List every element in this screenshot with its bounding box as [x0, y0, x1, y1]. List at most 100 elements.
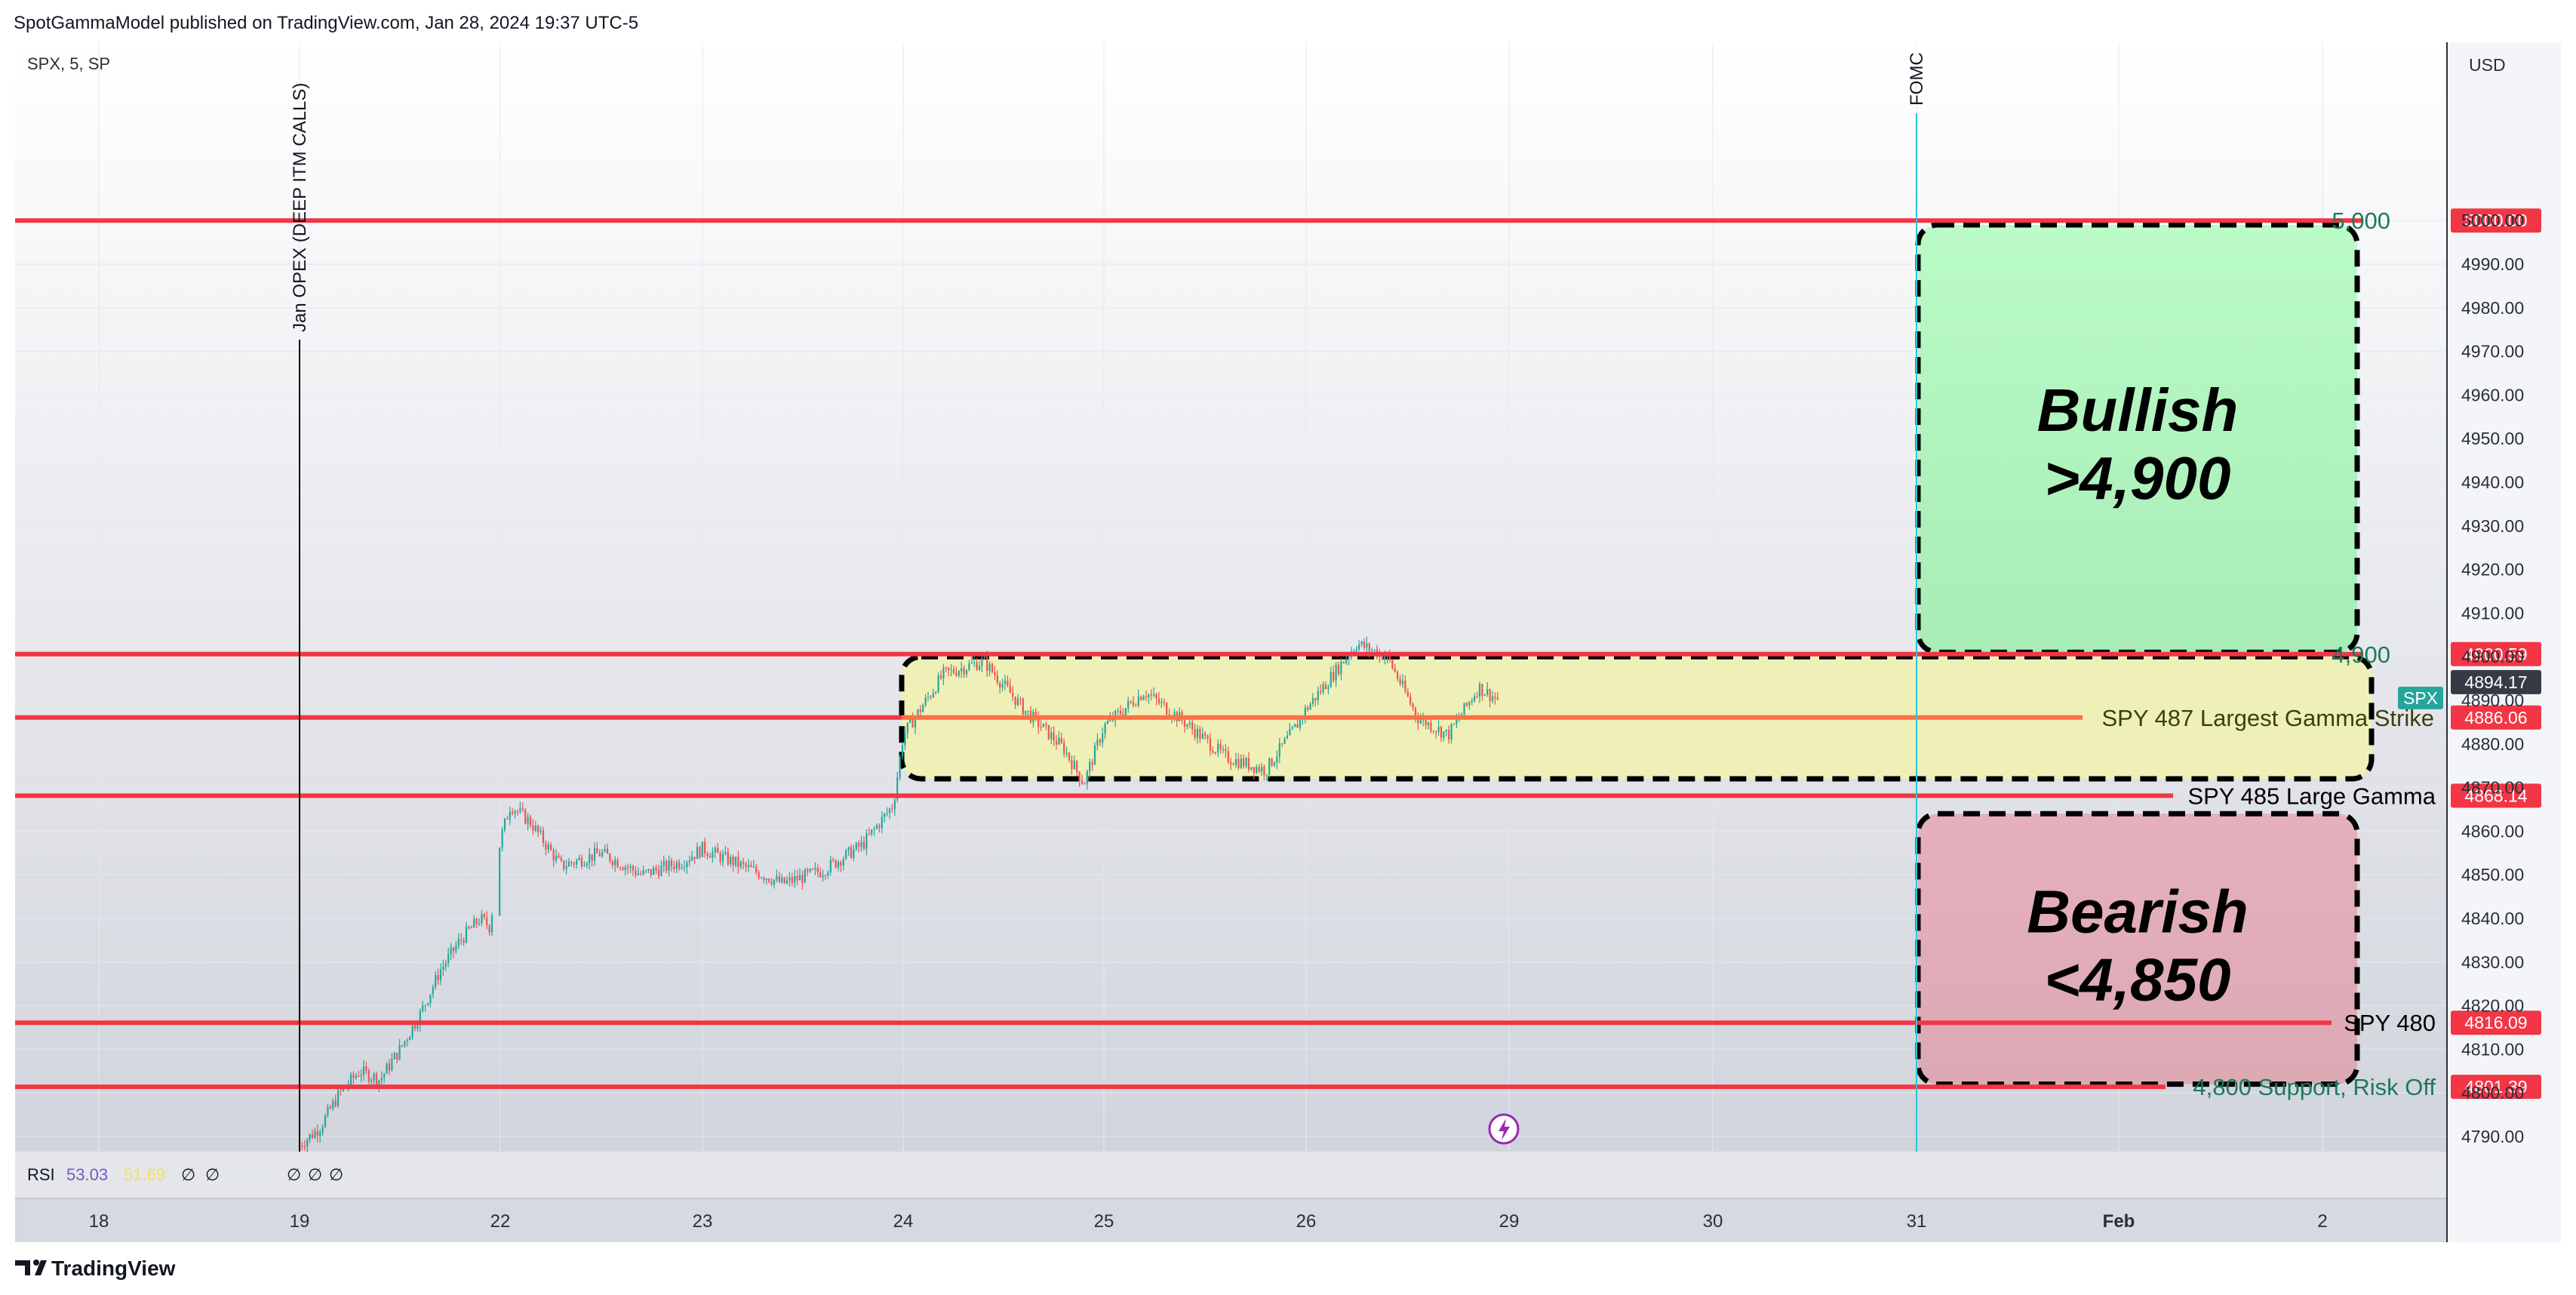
- lightning-icon[interactable]: [1488, 1113, 1520, 1145]
- candle-body: [755, 866, 758, 873]
- symbol-tag[interactable]: [2398, 686, 2443, 709]
- candle-body: [1209, 738, 1212, 752]
- candle-body: [1199, 728, 1201, 739]
- tradingview-logo[interactable]: TradingView: [15, 1257, 176, 1280]
- price-tag-label: 4801.39: [2464, 1077, 2527, 1097]
- candle-body: [884, 814, 886, 817]
- candle-body: [650, 869, 652, 875]
- y-tick-label: 4930.00: [2461, 516, 2524, 536]
- candle-body: [1196, 728, 1199, 738]
- level-label: SPY 485 Large Gamma: [2187, 783, 2436, 809]
- candle-body: [604, 848, 606, 852]
- candle-body: [373, 1074, 375, 1081]
- candle-body: [763, 878, 765, 881]
- candle-body: [1483, 694, 1486, 696]
- rsi-label[interactable]: RSI: [27, 1165, 55, 1184]
- candle-body: [737, 857, 739, 867]
- x-tick-label: 19: [290, 1211, 310, 1232]
- candle-body: [365, 1066, 367, 1071]
- candle-body: [1217, 743, 1219, 753]
- y-tick-label: 4870.00: [2461, 778, 2524, 798]
- candle-body: [1093, 745, 1096, 765]
- x-tick-label: 23: [693, 1211, 713, 1232]
- candle-body: [422, 1005, 424, 1011]
- candle-body: [1047, 724, 1050, 740]
- candle-body: [770, 881, 773, 884]
- y-tick-label: 4970.00: [2461, 342, 2524, 361]
- price-tag: [2451, 1010, 2541, 1035]
- candle-body: [475, 918, 478, 924]
- candle-body: [1430, 722, 1432, 731]
- candle-body: [1191, 722, 1194, 729]
- candle-body: [370, 1080, 373, 1082]
- candle-body: [1432, 731, 1434, 732]
- candle-body: [896, 777, 899, 800]
- rsi-empty-1: ∅: [181, 1165, 195, 1184]
- candle-body: [1417, 716, 1419, 724]
- candle-body: [655, 867, 657, 871]
- candle-body: [1486, 688, 1489, 695]
- candle-body: [537, 825, 539, 832]
- candle-body: [401, 1044, 404, 1046]
- candle-body: [606, 848, 609, 854]
- candle-body: [1137, 696, 1139, 706]
- candle-body: [875, 825, 878, 829]
- candle-body: [303, 1146, 306, 1148]
- candle-body: [439, 970, 442, 981]
- candle-body: [580, 857, 583, 866]
- candle-body: [911, 718, 914, 728]
- candle-body: [670, 860, 673, 867]
- candle-body: [478, 923, 481, 924]
- candle-body: [547, 844, 549, 850]
- rsi-empty-3: ∅: [287, 1165, 301, 1184]
- candle-body: [699, 847, 701, 857]
- candle-body: [1406, 691, 1409, 697]
- candle-body: [1045, 723, 1047, 725]
- candle-body: [383, 1073, 386, 1078]
- candle-body: [932, 693, 934, 697]
- currency-label[interactable]: USD: [2469, 55, 2506, 75]
- candle-body: [704, 841, 706, 854]
- candle-body: [398, 1044, 401, 1060]
- levels: 5,000 5000.00 4,900 4900.59 SPY 487 Largest …: [15, 208, 2541, 1100]
- symbol-label[interactable]: SPX, 5, SP: [27, 54, 110, 73]
- x-tick-label: 25: [1094, 1211, 1114, 1232]
- level-label: SPY 480: [2344, 1010, 2436, 1036]
- candle-body: [1060, 737, 1062, 743]
- candle-body: [899, 756, 901, 778]
- candle-body: [1058, 737, 1060, 745]
- candle-body: [519, 807, 521, 812]
- candle-body: [1232, 764, 1234, 765]
- candle-body: [1102, 734, 1104, 743]
- candle-body: [986, 657, 988, 672]
- candle-body: [319, 1132, 321, 1137]
- candle-body: [1358, 644, 1360, 650]
- candle-body: [991, 663, 994, 672]
- candle-body: [1071, 759, 1073, 770]
- candle-body: [1304, 707, 1306, 718]
- candle-body: [534, 825, 536, 831]
- candle-body: [901, 745, 904, 757]
- publisher-line: SpotGammaModel published on TradingView.…: [14, 13, 638, 33]
- y-tick-label: 4830.00: [2461, 952, 2524, 972]
- candle-body: [481, 914, 483, 924]
- y-tick-label: 4980.00: [2461, 298, 2524, 318]
- candle-body: [888, 808, 891, 814]
- rsi-pane: [15, 1152, 2446, 1198]
- candle-body: [734, 857, 737, 866]
- candle-body: [473, 918, 475, 928]
- rsi-value: 53.03: [66, 1165, 108, 1184]
- candle-body: [712, 852, 714, 858]
- candle-body: [1025, 710, 1027, 715]
- candle-body: [732, 857, 734, 866]
- candle-body: [909, 718, 911, 723]
- candle-body: [1296, 724, 1299, 728]
- candle-body: [807, 869, 809, 872]
- candle-body: [796, 875, 798, 881]
- candle-body: [1204, 734, 1207, 736]
- time-axis: [15, 1198, 2446, 1242]
- rsi-legend: RSI 53.03 51.69 ∅ ∅ 36.74 ∅ ∅ ∅: [27, 1165, 343, 1184]
- candle-body: [1494, 696, 1496, 698]
- candle-body: [747, 865, 750, 867]
